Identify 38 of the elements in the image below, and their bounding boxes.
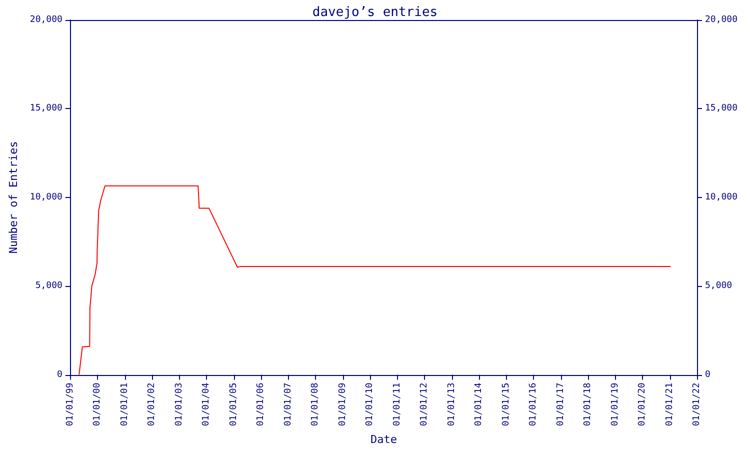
- x-tick-label: 01/01/06: [256, 382, 266, 426]
- y-tick-label: 20,000: [30, 15, 62, 25]
- x-tick-label: 01/01/00: [92, 382, 103, 426]
- x-tick-label: 01/01/12: [420, 382, 430, 426]
- y2-tick-label: 20,000: [705, 15, 738, 25]
- x-tick-label: 01/01/21: [664, 382, 675, 426]
- x-tick-label: 01/01/22: [692, 382, 702, 426]
- x-tick-label: 01/01/04: [202, 382, 212, 426]
- y2-tick-label: 10,000: [705, 192, 738, 202]
- x-tick-label: 01/01/13: [446, 382, 457, 426]
- y2-tick-label: 5,000: [705, 281, 732, 292]
- x-tick-label: 01/01/17: [556, 382, 566, 426]
- x-tick-label: 01/01/10: [365, 382, 376, 426]
- line-series: [78, 185, 672, 376]
- y-tick-label: 5,000: [35, 281, 62, 292]
- y2-tick-label: 15,000: [705, 104, 738, 114]
- x-tick-label: 01/01/11: [392, 382, 402, 426]
- x-tick-label: 01/01/20: [637, 382, 648, 426]
- x-axis-title: Date: [370, 433, 397, 446]
- y2-tick-label: 0: [705, 370, 710, 380]
- x-tick-label: 01/01/16: [528, 382, 539, 426]
- x-tick-label: 01/01/02: [147, 382, 158, 426]
- x-tick-label: 01/01/01: [120, 382, 130, 426]
- x-tick-label: 01/01/19: [610, 382, 620, 426]
- y-tick-label: 15,000: [30, 104, 62, 114]
- x-tick-label: 01/01/14: [474, 382, 484, 426]
- x-tick-label: 01/01/99: [65, 382, 76, 426]
- chart-title: davejo’s entries: [312, 5, 438, 20]
- y-axis-title: Number of Entries: [7, 141, 20, 254]
- x-tick-label: 01/01/15: [501, 382, 512, 426]
- x-tick-label: 01/01/03: [174, 382, 184, 426]
- x-tick-label: 01/01/05: [228, 382, 239, 426]
- x-tick-label: 01/01/07: [283, 382, 294, 426]
- x-tick-label: 01/01/08: [310, 382, 321, 426]
- y-tick-label: 10,000: [30, 192, 62, 202]
- x-tick-label: 01/01/18: [583, 382, 594, 426]
- x-tick-label: 01/01/09: [338, 382, 348, 426]
- y-tick-label: 0: [56, 370, 62, 380]
